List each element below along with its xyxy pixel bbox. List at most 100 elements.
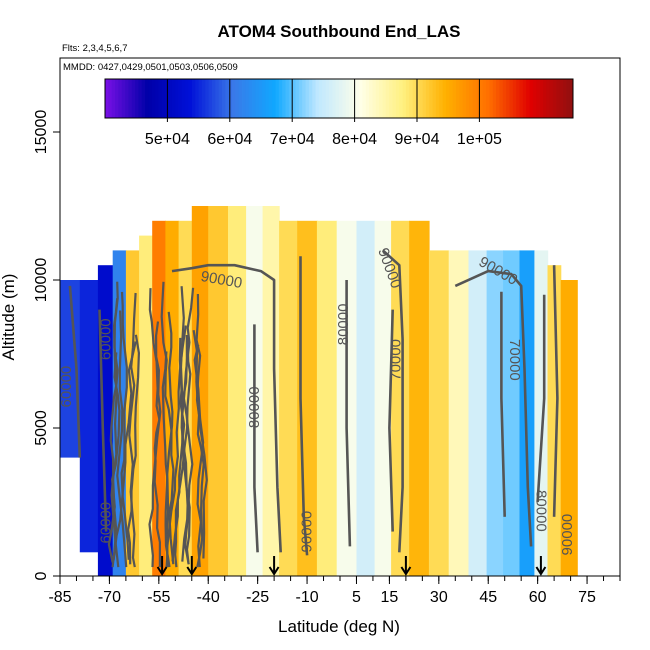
colorbar-swatch [382,79,387,118]
contour-line [182,334,194,565]
x-tick-label: 30 [430,589,448,606]
contour-layer [68,249,559,556]
heatmap-cell [79,280,99,553]
colorbar-swatch [379,79,383,118]
colorbar-swatch [425,79,430,118]
contour-line [299,256,309,556]
colorbar-tick-label: 5e+04 [145,131,190,148]
x-axis-label: Latitude (deg N) [278,617,400,636]
colorbar-swatch [355,79,360,118]
colorbar-swatch [429,79,433,118]
colorbar-swatch [399,79,403,118]
heatmap-cell [409,220,430,576]
colorbar-swatch [151,79,156,118]
heatmap-cell [97,265,114,576]
colorbar-swatch [569,79,574,118]
colorbar-swatch [322,79,327,118]
colorbar-swatch [549,79,554,118]
colorbar-tick-label: 1e+05 [457,131,502,148]
flight-end-arrow [186,556,198,576]
contour-line [193,344,205,568]
contour-line [68,285,82,458]
colorbar-swatch [292,79,296,118]
x-tick-label: -10 [295,589,318,606]
colorbar-swatch [305,79,310,118]
contour-label: 70000 [388,339,405,381]
colorbar-swatch [121,79,126,118]
colorbar-swatch [456,79,460,118]
heatmap-cell [191,206,209,576]
colorbar-swatch [435,79,440,118]
colorbar-swatch [365,79,370,118]
colorbar-swatch [405,79,410,118]
colorbar-swatch [188,79,193,118]
colorbar-swatch [288,79,293,118]
x-tick-label: -25 [246,589,269,606]
colorbar-swatch [135,79,139,118]
colorbar-swatch [359,79,363,118]
colorbar-swatch [445,79,450,118]
heatmap-cell [547,265,562,576]
x-axis: -85 -70 -55 -40 -25 -10 5 15 30 45 60 75 [48,576,621,606]
colorbar-swatch [482,79,487,118]
contour-line [388,309,394,532]
colorbar-swatch [532,79,537,118]
contour-line [165,325,187,568]
colorbar-swatch [275,79,280,118]
contour-label: 60000 [98,318,115,360]
chart-title: ATOM4 Southbound End_LAS [217,22,460,41]
colorbar-swatch [201,79,206,118]
colorbar-swatch [128,79,133,118]
colorbar-swatch [335,79,340,118]
contour-line [381,249,404,553]
contour-line [164,311,174,568]
contour-line [171,263,282,553]
colorbar-swatch [318,79,323,118]
contour-line [126,334,141,565]
colorbar-swatch [278,79,283,118]
contour-line [552,265,559,517]
colorbar-swatch [499,79,504,118]
colorbar-swatch [328,79,333,118]
colorbar-swatch [175,79,179,118]
contour-line [161,351,170,568]
colorbar-swatch [409,79,413,118]
contour-line [128,292,137,568]
colorbar-swatch [198,79,203,118]
colorbar-swatch [516,79,520,118]
colorbar-swatch [265,79,270,118]
colorbar-swatch [215,79,220,118]
colorbar-swatch [385,79,390,118]
contour-line [253,324,259,553]
colorbar-swatch [526,79,530,118]
colorbar-swatch [235,79,240,118]
colorbar-swatch [432,79,437,118]
colorbar-swatch [302,79,306,118]
colorbar-swatch [242,79,246,118]
colorbar-tick-label: 9e+04 [395,131,440,148]
y-tick-label: 10000 [33,258,50,303]
colorbar-swatch [285,79,290,118]
heatmap-cell [486,250,504,576]
colorbar-swatch [492,79,497,118]
colorbar-swatch [522,79,527,118]
colorbar-swatch [489,79,494,118]
colorbar-tick-label: 7e+04 [270,131,315,148]
colorbar-swatch [185,79,189,118]
colorbar-swatch [362,79,367,118]
colorbar-swatch [252,79,256,118]
colorbar-swatch [272,79,276,118]
x-tick-label: -70 [98,589,121,606]
y-tick-label: 0 [33,571,50,580]
colorbar-swatch [308,79,313,118]
colorbar-swatch [339,79,343,118]
colorbar-swatch [232,79,236,118]
colorbar-swatch [282,79,286,118]
x-tick-label: -85 [48,589,71,606]
contour-line [454,269,533,547]
x-tick-label: 60 [529,589,547,606]
colorbar-swatch [268,79,273,118]
colorbar-frame [104,78,574,119]
colorbar-swatch [372,79,377,118]
